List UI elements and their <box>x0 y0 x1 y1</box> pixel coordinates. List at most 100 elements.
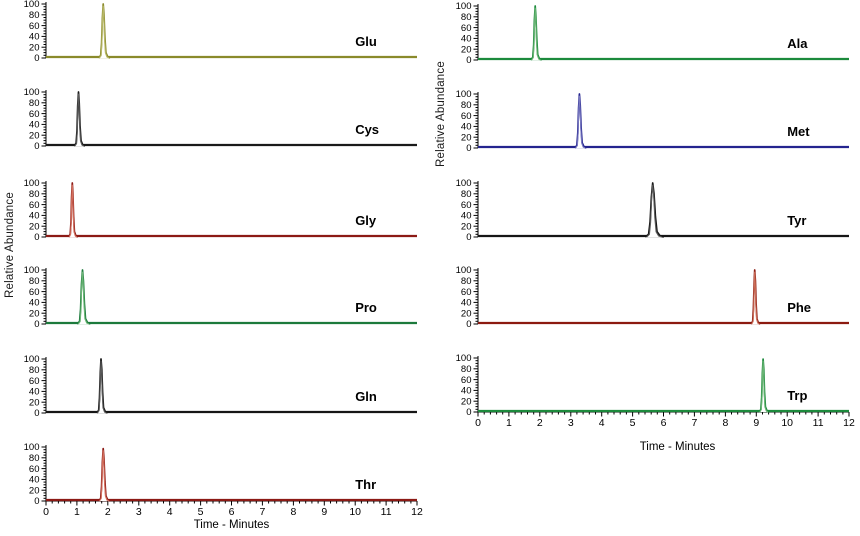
x-tick-label: 2 <box>537 417 543 429</box>
y-tick-label: 60 <box>461 375 472 386</box>
y-tick-label: 0 <box>34 408 39 419</box>
y-tick-label: 0 <box>466 407 471 418</box>
y-tick-label: 80 <box>29 189 40 200</box>
y-tick-label: 0 <box>466 319 471 330</box>
y-tick-label: 0 <box>466 55 471 66</box>
y-tick-label: 0 <box>34 141 39 152</box>
panel-label-glu: Glu <box>355 34 377 49</box>
x-axis-title: Time - Minutes <box>194 519 270 531</box>
x-tick-label: 9 <box>753 417 759 429</box>
panel-label-pro: Pro <box>355 300 377 315</box>
y-tick-label: 100 <box>24 265 40 276</box>
y-tick-label: 40 <box>29 475 40 486</box>
peak-trace-secondary <box>751 271 760 325</box>
x-tick-label: 8 <box>290 506 296 518</box>
y-tick-label: 60 <box>461 23 472 34</box>
y-tick-label: 40 <box>29 32 40 43</box>
x-tick-label: 11 <box>381 506 392 518</box>
panel-label-tyr: Tyr <box>787 213 806 228</box>
y-tick-label: 80 <box>29 453 40 464</box>
y-tick-label: 80 <box>461 189 472 200</box>
y-tick-label: 40 <box>461 211 472 222</box>
peak-trace-secondary <box>68 184 78 238</box>
y-tick-label: 20 <box>461 132 472 143</box>
x-tick-label: 6 <box>661 417 667 429</box>
y-tick-label: 20 <box>29 130 40 141</box>
y-tick-label: 80 <box>461 100 472 111</box>
x-tick-label: 7 <box>259 506 265 518</box>
y-tick-label: 40 <box>29 120 40 131</box>
y-tick-label: 20 <box>29 308 40 319</box>
y-tick-label: 0 <box>34 232 39 243</box>
y-tick-label: 40 <box>461 386 472 397</box>
y-tick-label: 0 <box>466 232 471 243</box>
y-tick-label: 60 <box>461 111 472 122</box>
y-tick-label: 40 <box>29 298 40 309</box>
panel-label-cys: Cys <box>355 122 379 137</box>
panel-label-thr: Thr <box>355 477 376 492</box>
y-tick-label: 100 <box>456 178 472 189</box>
y-tick-label: 60 <box>29 21 40 32</box>
panel-label-met: Met <box>787 124 810 139</box>
y-tick-label: 60 <box>29 287 40 298</box>
y-tick-label: 20 <box>29 397 40 408</box>
x-tick-label: 0 <box>43 506 49 518</box>
y-tick-label: 0 <box>34 53 39 64</box>
y-tick-label: 60 <box>461 287 472 298</box>
y-tick-label: 40 <box>29 387 40 398</box>
y-tick-label: 100 <box>456 89 472 100</box>
y-tick-label: 20 <box>461 44 472 55</box>
y-tick-label: 20 <box>461 308 472 319</box>
peak-trace-secondary <box>531 7 541 61</box>
panel-label-phe: Phe <box>787 300 811 315</box>
y-tick-label: 100 <box>456 1 472 12</box>
x-tick-label: 10 <box>781 417 793 429</box>
peak-trace-secondary <box>759 360 769 413</box>
peak-trace-secondary <box>646 184 662 238</box>
y-tick-label: 20 <box>461 221 472 232</box>
x-tick-label: 4 <box>167 506 173 518</box>
y-tick-label: 60 <box>29 200 40 211</box>
y-tick-label: 80 <box>29 276 40 287</box>
x-tick-label: 12 <box>843 417 855 429</box>
x-tick-label: 3 <box>568 417 574 429</box>
x-tick-label: 1 <box>74 506 80 518</box>
y-tick-label: 80 <box>29 10 40 21</box>
y-tick-label: 0 <box>466 143 471 154</box>
y-tick-label: 80 <box>29 98 40 109</box>
x-tick-label: 12 <box>411 506 423 518</box>
y-tick-label: 20 <box>29 221 40 232</box>
peak-trace-secondary <box>99 450 110 502</box>
peak-trace-secondary <box>77 271 90 325</box>
y-tick-label: 20 <box>461 396 472 407</box>
y-tick-label: 0 <box>34 319 39 330</box>
x-tick-label: 9 <box>321 506 327 518</box>
y-tick-label: 80 <box>461 276 472 287</box>
x-tick-label: 7 <box>691 417 697 429</box>
y-tick-label: 20 <box>29 485 40 496</box>
x-tick-label: 11 <box>813 417 824 429</box>
y-tick-label: 60 <box>29 109 40 120</box>
x-tick-label: 0 <box>475 417 481 429</box>
y-tick-label: 100 <box>24 0 40 10</box>
x-axis-title: Time - Minutes <box>640 441 716 453</box>
y-tick-label: 60 <box>29 464 40 475</box>
y-tick-label: 60 <box>461 200 472 211</box>
x-tick-label: 6 <box>229 506 235 518</box>
y-tick-label: 100 <box>24 354 40 365</box>
peak-trace-secondary <box>575 95 586 149</box>
y-tick-label: 100 <box>24 442 40 453</box>
x-tick-label: 3 <box>136 506 142 518</box>
y-tick-label: 20 <box>29 42 40 53</box>
x-tick-label: 8 <box>722 417 728 429</box>
y-tick-label: 100 <box>24 87 40 98</box>
